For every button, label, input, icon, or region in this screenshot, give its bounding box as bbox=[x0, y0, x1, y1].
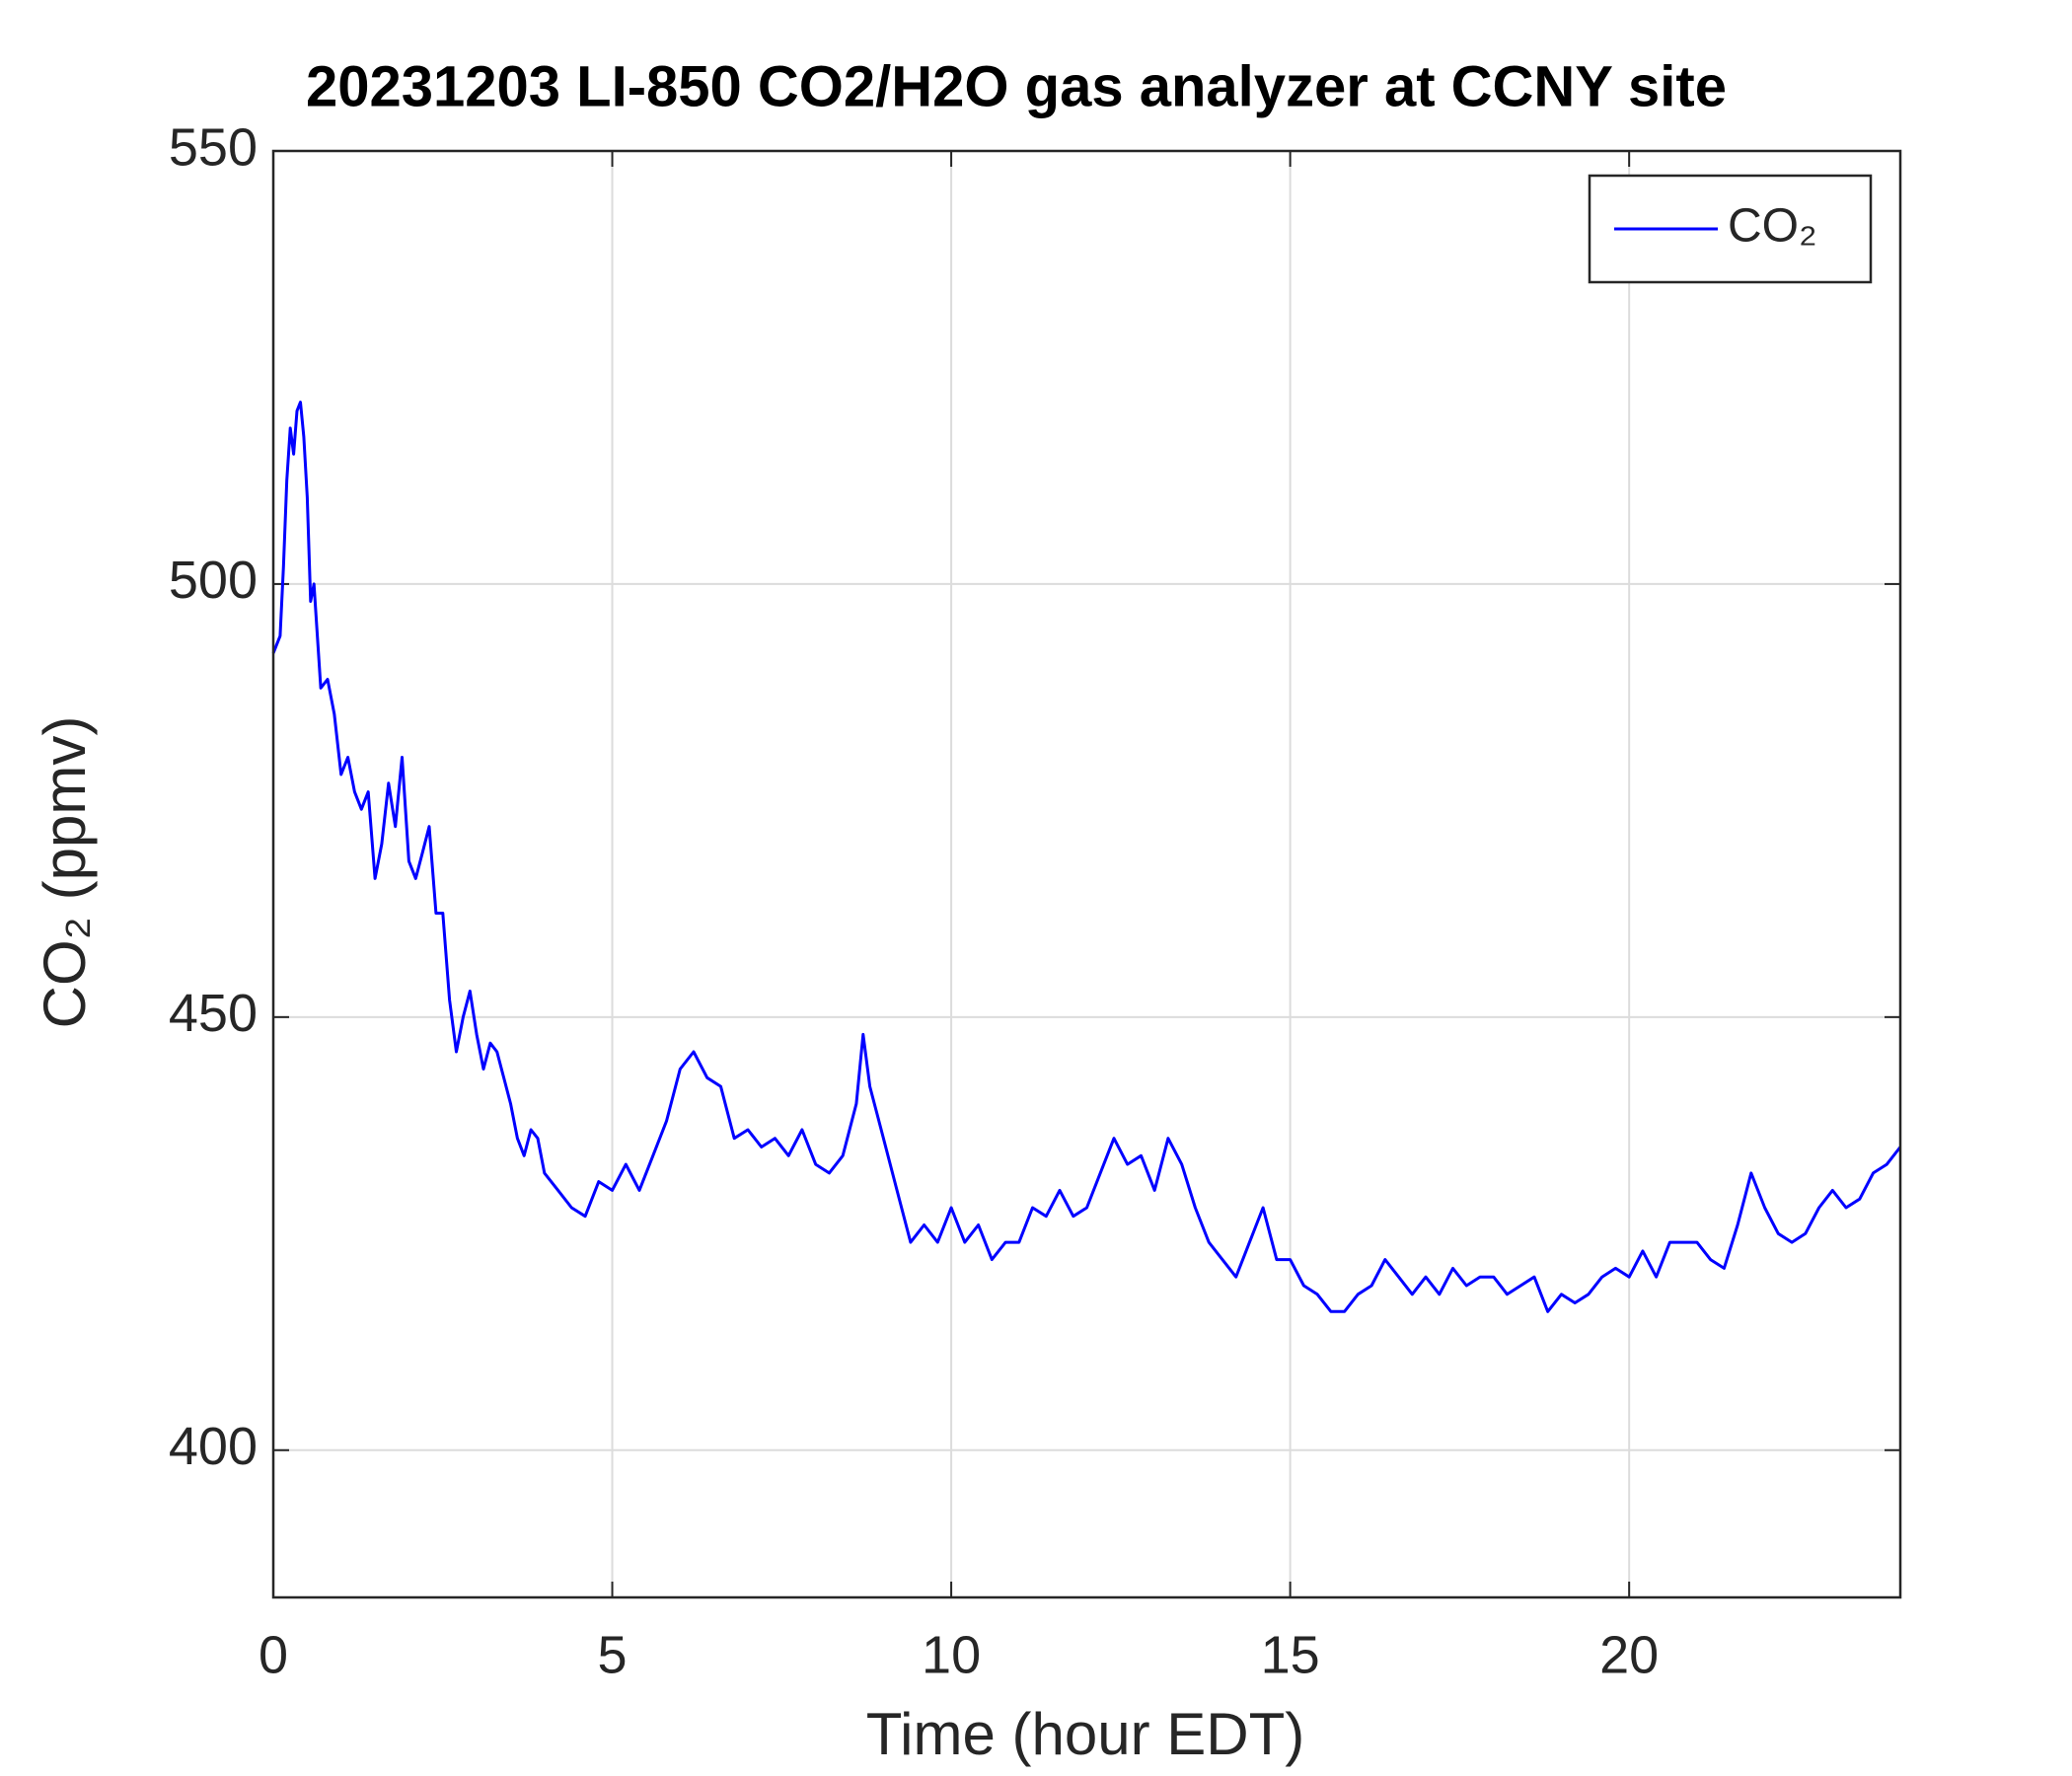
y-tick-label: 550 bbox=[169, 117, 258, 177]
x-tick-label: 0 bbox=[259, 1625, 288, 1684]
y-axis-label: CO₂ (ppmv) bbox=[32, 716, 98, 1029]
chart-title: 20231203 LI-850 CO2/H2O gas analyzer at … bbox=[306, 54, 1727, 118]
x-tick-label: 15 bbox=[1261, 1625, 1320, 1684]
data-line bbox=[271, 401, 1902, 1313]
x-tick-label: 20 bbox=[1599, 1625, 1659, 1684]
x-tick-label: 5 bbox=[598, 1625, 628, 1684]
y-tick-label: 400 bbox=[169, 1417, 258, 1476]
plot-frame bbox=[271, 149, 1902, 1599]
x-tick-label: 10 bbox=[922, 1625, 981, 1684]
y-tick-label: 500 bbox=[169, 551, 258, 610]
legend-label: CO₂ bbox=[1728, 200, 1817, 253]
x-axis-label: Time (hour EDT) bbox=[866, 1701, 1305, 1767]
y-tick-label: 450 bbox=[169, 984, 258, 1043]
